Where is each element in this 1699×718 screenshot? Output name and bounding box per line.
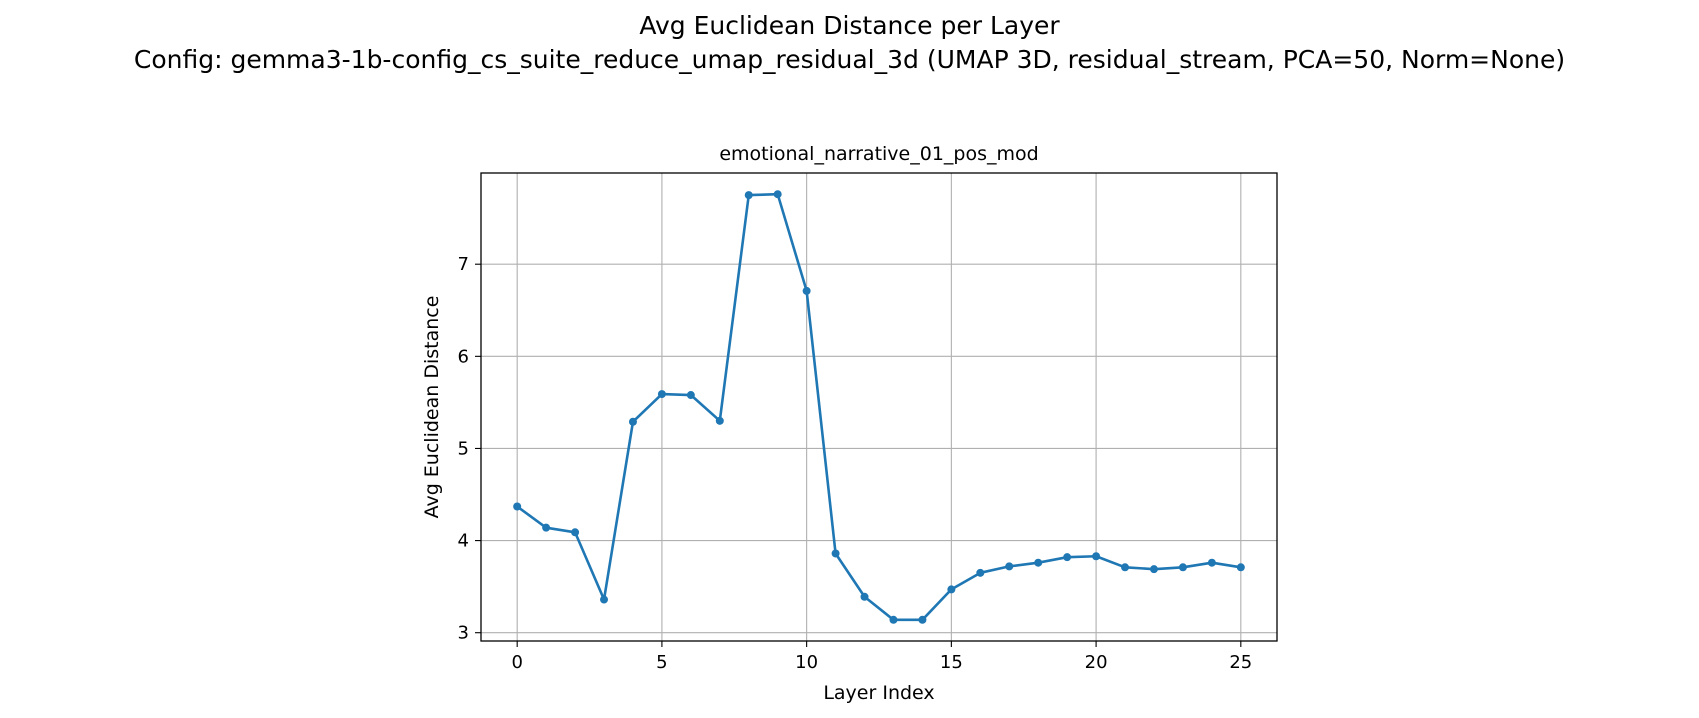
data-point <box>686 391 695 400</box>
data-point <box>1005 562 1014 571</box>
x-tick-label: 20 <box>1085 652 1108 673</box>
data-point <box>947 585 956 594</box>
data-point <box>1207 558 1216 567</box>
x-tick-label: 10 <box>795 652 818 673</box>
x-tick-label: 15 <box>940 652 963 673</box>
x-tick-label: 25 <box>1229 652 1252 673</box>
data-point <box>744 191 753 200</box>
y-tick-label: 4 <box>458 531 469 552</box>
data-point <box>773 190 782 199</box>
y-tick-label: 3 <box>458 623 469 644</box>
data-point <box>1034 558 1043 567</box>
x-tick-label: 0 <box>511 652 522 673</box>
data-series <box>513 190 1245 624</box>
data-point <box>918 615 927 624</box>
y-axis-label: Avg Euclidean Distance <box>421 296 443 519</box>
data-point <box>715 416 724 425</box>
data-point <box>1121 563 1130 572</box>
data-point <box>976 568 985 577</box>
x-axis-label: Layer Index <box>823 682 934 704</box>
data-point <box>802 286 811 295</box>
data-point <box>628 417 637 426</box>
data-point <box>1236 563 1245 572</box>
data-point <box>600 595 609 604</box>
series-line <box>516 192 1242 622</box>
figure-config-subtitle: Config: gemma3-1b-config_cs_suite_reduce… <box>133 45 1566 74</box>
x-tick-label: 5 <box>656 652 667 673</box>
y-tick-label: 7 <box>458 254 469 275</box>
data-point <box>889 615 898 624</box>
axis-ticks: 0 5 10 15 20 25 3 4 5 6 7 <box>458 254 1253 673</box>
figure-suptitle: Avg Euclidean Distance per Layer <box>639 11 1060 40</box>
y-tick-label: 6 <box>458 346 469 367</box>
plot-frame <box>480 172 1278 642</box>
data-point <box>542 523 551 532</box>
data-point <box>831 549 840 558</box>
data-point <box>1149 565 1158 574</box>
data-point <box>860 592 869 601</box>
y-tick-label: 5 <box>458 438 469 459</box>
data-point <box>513 502 522 511</box>
data-point <box>1063 553 1072 562</box>
data-point <box>1092 552 1101 561</box>
data-point <box>657 390 666 399</box>
data-point <box>571 528 580 537</box>
axes-title: emotional_narrative_01_pos_mod <box>719 143 1038 165</box>
data-point <box>1178 563 1187 572</box>
